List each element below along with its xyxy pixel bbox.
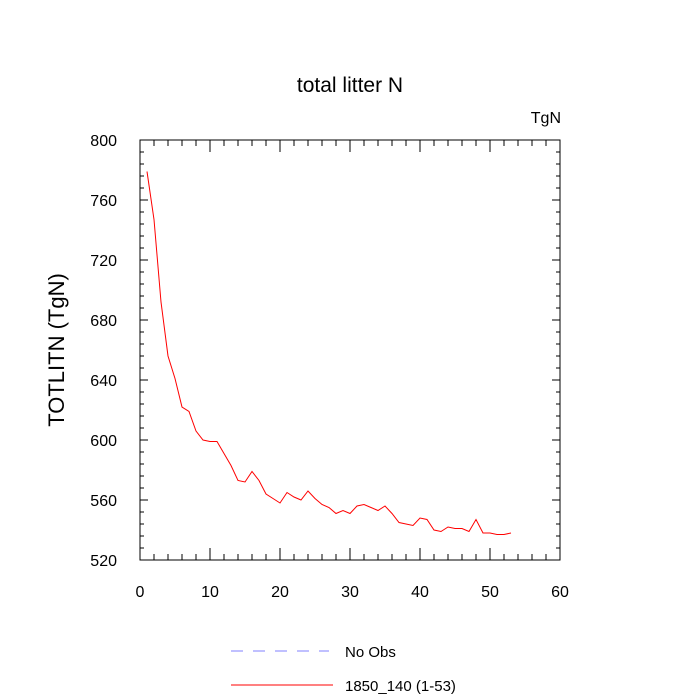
- y-tick-label: 720: [90, 253, 117, 270]
- x-tick-label: 30: [341, 584, 359, 601]
- x-tick-label: 50: [481, 584, 499, 601]
- x-tick-label: 20: [271, 584, 289, 601]
- series-line-1: [146, 171, 512, 535]
- legend: No Obs 1850_140 (1-53): [231, 644, 456, 695]
- chart-title: total litter N: [297, 74, 403, 97]
- y-tick-label: 560: [90, 493, 117, 510]
- x-tick-label: 0: [136, 584, 145, 601]
- legend-label-1850-140: 1850_140 (1-53): [345, 678, 456, 695]
- plot-frame: [139, 139, 561, 561]
- y-tick-label: 520: [90, 553, 117, 570]
- axis-ticks: [139, 139, 561, 561]
- y-tick-label: 800: [90, 133, 117, 150]
- y-axis-label: TOTLITN (TgN): [44, 273, 69, 427]
- y-tick-label: 600: [90, 433, 117, 450]
- axis-tick-labels: 0 10 20 30 40 50 60 520 560 600 640 680 720 760 800: [90, 133, 569, 601]
- legend-label-no-obs: No Obs: [345, 644, 396, 661]
- series-layer: [146, 171, 512, 535]
- y-tick-label: 640: [90, 373, 117, 390]
- y-tick-label: 680: [90, 313, 117, 330]
- x-tick-label: 60: [551, 584, 569, 601]
- units-label: TgN: [531, 110, 561, 127]
- y-tick-label: 760: [90, 193, 117, 210]
- x-tick-label: 10: [201, 584, 219, 601]
- x-tick-label: 40: [411, 584, 429, 601]
